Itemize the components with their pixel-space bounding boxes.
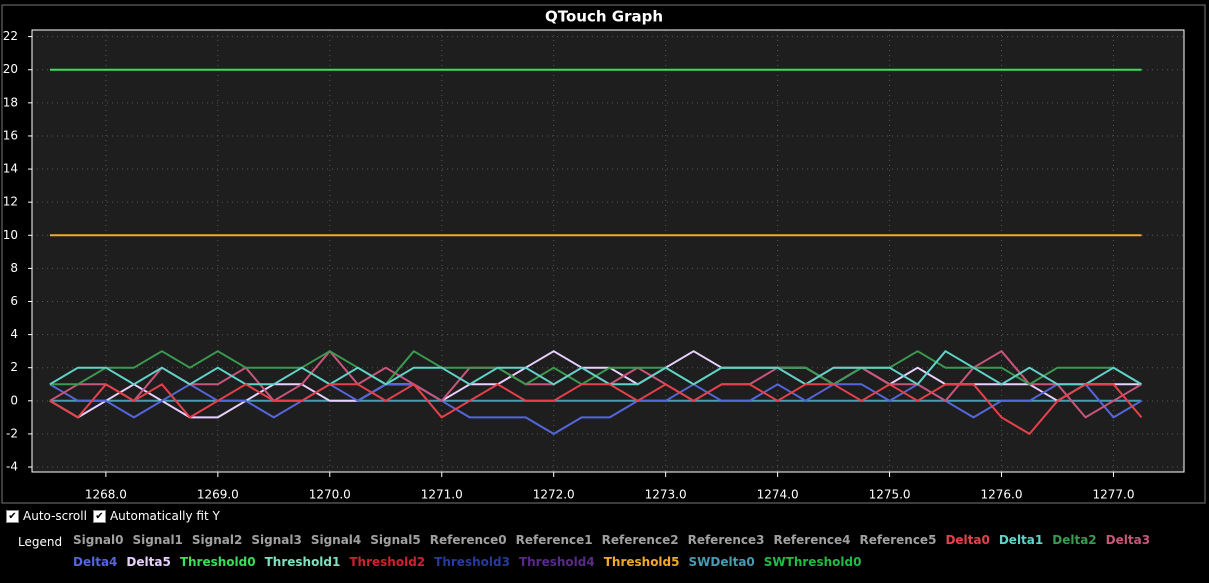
frame bbox=[1, 4, 1206, 504]
legend-entry[interactable]: Delta0 bbox=[945, 533, 990, 547]
legend-entry[interactable]: Reference5 bbox=[859, 533, 937, 547]
y-tick-label: -2 bbox=[6, 426, 18, 440]
controls: ✔ Auto-scroll ✔ Automatically fit Y bbox=[6, 509, 220, 523]
legend-entry[interactable]: Reference1 bbox=[515, 533, 593, 547]
x-tick-label: 1271.0 bbox=[421, 488, 463, 502]
chart-title: QTouch Graph bbox=[545, 8, 663, 26]
x-tick-label: 1273.0 bbox=[645, 488, 687, 502]
legend-entry[interactable]: Reference2 bbox=[601, 533, 679, 547]
x-tick-label: 1276.0 bbox=[981, 488, 1023, 502]
y-tick-label: 6 bbox=[10, 294, 18, 308]
legend-entry[interactable]: Delta2 bbox=[1052, 533, 1097, 547]
legend-entry[interactable]: Delta5 bbox=[126, 555, 171, 569]
chart: QTouch Graph -4 -2 0 2 4 6 8 10 12 14 16 18 20 22 1268… bbox=[1, 4, 1206, 504]
y-tick-label: -4 bbox=[6, 460, 18, 474]
y-tick-label: 22 bbox=[3, 29, 18, 43]
legend-entry[interactable]: SWDelta0 bbox=[688, 555, 755, 569]
series-line bbox=[49, 350, 1143, 386]
x-tick-label: 1274.0 bbox=[757, 488, 799, 502]
checkbox-label: Auto-scroll bbox=[23, 509, 87, 523]
legend-entry[interactable]: SWThreshold0 bbox=[763, 555, 862, 569]
y-tick-label: 10 bbox=[3, 228, 18, 242]
y-tick-label: 8 bbox=[10, 261, 18, 275]
legend-entry[interactable]: Signal5 bbox=[370, 533, 421, 547]
legend-entry[interactable]: Signal4 bbox=[310, 533, 362, 547]
plot-border bbox=[31, 29, 1185, 473]
legend-entry[interactable]: Threshold3 bbox=[434, 555, 510, 569]
legend-entry[interactable]: Delta1 bbox=[998, 533, 1044, 547]
legend-entry[interactable]: Threshold2 bbox=[349, 555, 426, 569]
legend-entry[interactable]: Delta3 bbox=[1105, 533, 1151, 547]
y-tick-label: 14 bbox=[3, 162, 18, 176]
checkbox[interactable]: ✔ Automatically fit Y bbox=[92, 509, 220, 523]
legend-entry[interactable]: Signal2 bbox=[191, 533, 243, 547]
legend-entry[interactable]: Threshold1 bbox=[264, 555, 341, 569]
x-tick-label: 1277.0 bbox=[1092, 488, 1134, 502]
x-tick-label: 1272.0 bbox=[533, 488, 575, 502]
legend-entry[interactable]: Reference3 bbox=[687, 533, 765, 547]
x-tick-label: 1268.0 bbox=[85, 488, 127, 502]
legend-entry[interactable]: Delta4 bbox=[73, 555, 118, 569]
legend-entry[interactable]: Threshold0 bbox=[179, 555, 256, 569]
y-tick-label: 16 bbox=[3, 128, 18, 142]
legend-entry[interactable]: Reference4 bbox=[773, 533, 851, 547]
y-tick-label: 20 bbox=[3, 62, 18, 76]
legend-entry[interactable]: Signal0 bbox=[73, 533, 124, 547]
series-line bbox=[49, 383, 1143, 435]
bottom-panel: ✔ Auto-scroll ✔ Automatically fit Y Legend … bbox=[0, 505, 1209, 583]
checkbox-label: Automatically fit Y bbox=[109, 509, 220, 523]
x-tick-label: 1270.0 bbox=[309, 488, 351, 502]
y-tick-label: 12 bbox=[3, 195, 18, 209]
y-tick-label: 2 bbox=[10, 360, 18, 374]
legend-entry[interactable]: Threshold5 bbox=[603, 555, 680, 569]
legend: Signal0 Signal1 Signal2 Signal3 Signal4 Signa… bbox=[73, 533, 1183, 569]
checkbox-box[interactable]: ✔ bbox=[92, 509, 106, 523]
legend-entry[interactable]: Threshold4 bbox=[518, 555, 595, 569]
plot-area bbox=[31, 29, 1185, 473]
y-tick-label: 4 bbox=[10, 327, 18, 341]
x-tick-label: 1269.0 bbox=[197, 488, 239, 502]
y-tick-label: 0 bbox=[10, 393, 18, 407]
legend-entry[interactable]: Reference0 bbox=[429, 533, 507, 547]
legend-entry[interactable]: Signal3 bbox=[251, 533, 302, 547]
x-tick-label: 1275.0 bbox=[869, 488, 911, 502]
legend-title: Legend bbox=[18, 535, 63, 549]
checkbox[interactable]: ✔ Auto-scroll bbox=[6, 509, 87, 523]
legend-entry[interactable]: Signal1 bbox=[132, 533, 183, 547]
y-tick-label: 18 bbox=[3, 95, 18, 109]
checkbox-box[interactable]: ✔ bbox=[6, 509, 19, 523]
series-line bbox=[49, 383, 1143, 435]
